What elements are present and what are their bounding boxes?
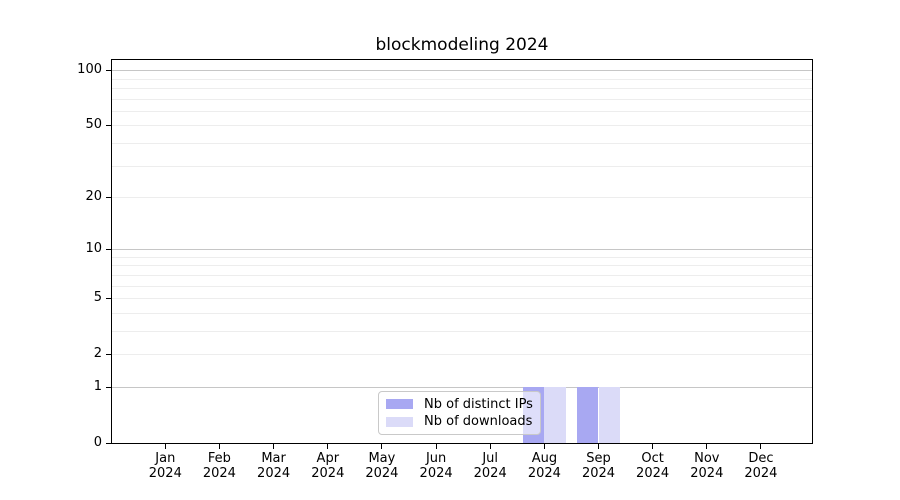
minor-gridline bbox=[112, 197, 812, 198]
bar-nb-of-downloads-aug bbox=[544, 387, 566, 443]
x-tick-mark bbox=[273, 444, 275, 449]
legend-swatch-icon bbox=[386, 399, 413, 410]
minor-gridline bbox=[112, 265, 812, 267]
minor-gridline bbox=[112, 285, 812, 287]
minor-gridline bbox=[112, 256, 812, 258]
x-tick-mark bbox=[706, 444, 708, 449]
x-tick-month: May bbox=[368, 451, 396, 466]
y-tick-mark bbox=[106, 386, 112, 388]
y-tick-mark bbox=[106, 248, 112, 250]
x-tick-month: Mar bbox=[261, 451, 286, 466]
x-tick-label: Apr 2024 bbox=[293, 451, 363, 481]
x-tick-mark bbox=[164, 444, 166, 449]
major-gridline bbox=[112, 387, 812, 388]
legend-swatch-icon bbox=[386, 416, 413, 427]
y-tick-mark bbox=[106, 297, 112, 299]
x-tick-label: Oct 2024 bbox=[618, 451, 688, 481]
x-tick-year: 2024 bbox=[744, 466, 778, 481]
x-tick-year: 2024 bbox=[690, 466, 724, 481]
x-tick-month: Sep bbox=[586, 451, 611, 466]
plot-area: Nb of distinct IPs Nb of downloads bbox=[111, 59, 813, 444]
bar-nb-of-downloads-sep bbox=[598, 387, 621, 443]
x-tick-month: Jan bbox=[155, 451, 176, 466]
minor-gridline bbox=[112, 87, 812, 89]
x-tick-year: 2024 bbox=[419, 466, 453, 481]
minor-gridline bbox=[112, 331, 812, 332]
y-tick-label: 50 bbox=[85, 117, 102, 133]
x-tick-label: Feb 2024 bbox=[184, 451, 254, 481]
minor-gridline bbox=[112, 275, 812, 276]
minor-gridline bbox=[112, 125, 812, 127]
x-tick-month: Apr bbox=[316, 451, 340, 466]
x-tick-month: Jun bbox=[425, 451, 447, 466]
x-tick-year: 2024 bbox=[257, 466, 291, 481]
x-tick-label: May 2024 bbox=[347, 451, 417, 481]
minor-gridline bbox=[112, 142, 812, 144]
y-tick-mark bbox=[106, 196, 112, 198]
x-tick-year: 2024 bbox=[527, 466, 561, 481]
x-tick-label: Mar 2024 bbox=[239, 451, 309, 481]
x-tick-month: Feb bbox=[207, 451, 231, 466]
x-tick-mark bbox=[543, 444, 545, 449]
x-tick-label: Sep 2024 bbox=[564, 451, 634, 481]
bar-layer bbox=[112, 60, 812, 443]
legend-item: Nb of distinct IPs bbox=[386, 397, 534, 412]
x-tick-year: 2024 bbox=[636, 466, 670, 481]
x-tick-month: Dec bbox=[748, 451, 774, 466]
major-gridline bbox=[112, 70, 812, 72]
x-tick-year: 2024 bbox=[365, 466, 399, 481]
x-tick-month: Jul bbox=[482, 451, 499, 466]
minor-gridline bbox=[112, 354, 812, 356]
y-tick-label: 100 bbox=[77, 62, 102, 78]
y-tick-label: 1 bbox=[93, 379, 102, 394]
y-tick-mark bbox=[106, 442, 112, 444]
x-tick-label: Nov 2024 bbox=[672, 451, 742, 481]
x-tick-month: Aug bbox=[531, 451, 558, 466]
y-tick-mark bbox=[106, 69, 112, 71]
x-tick-label: Jan 2024 bbox=[130, 451, 200, 481]
minor-gridline bbox=[112, 312, 812, 314]
minor-gridline bbox=[112, 165, 812, 167]
major-gridline bbox=[112, 249, 812, 251]
y-tick-label: 10 bbox=[85, 241, 102, 257]
legend: Nb of distinct IPs Nb of downloads bbox=[378, 391, 541, 435]
minor-gridline bbox=[112, 98, 812, 100]
y-tick-label: 0 bbox=[93, 435, 102, 450]
x-tick-year: 2024 bbox=[473, 466, 507, 481]
legend-label: Nb of downloads bbox=[424, 414, 533, 430]
legend-label: Nb of distinct IPs bbox=[424, 396, 533, 412]
y-tick-label: 2 bbox=[93, 346, 102, 362]
y-tick-label: 20 bbox=[85, 189, 102, 204]
x-tick-label: Aug 2024 bbox=[509, 451, 579, 481]
x-tick-mark bbox=[327, 444, 329, 449]
y-tick-mark bbox=[106, 124, 112, 126]
x-tick-month: Nov bbox=[694, 451, 720, 466]
grid-layer bbox=[112, 60, 812, 443]
x-tick-year: 2024 bbox=[581, 466, 616, 481]
x-tick-mark bbox=[218, 444, 220, 449]
minor-gridline bbox=[112, 110, 812, 112]
x-tick-label: Dec 2024 bbox=[726, 451, 796, 481]
x-tick-mark bbox=[435, 444, 437, 449]
y-tick-mark bbox=[106, 353, 112, 355]
x-tick-mark bbox=[381, 444, 383, 449]
x-tick-mark bbox=[760, 444, 762, 449]
x-tick-mark bbox=[652, 444, 654, 449]
x-tick-year: 2024 bbox=[202, 466, 236, 481]
x-tick-mark bbox=[598, 444, 599, 449]
bar-nb-of-distinct-ips-sep bbox=[576, 387, 599, 443]
chart-title: blockmodeling 2024 bbox=[375, 35, 549, 55]
minor-gridline bbox=[112, 298, 812, 300]
x-tick-year: 2024 bbox=[311, 466, 345, 481]
y-tick-label: 5 bbox=[93, 290, 102, 306]
legend-item: Nb of downloads bbox=[386, 414, 534, 429]
x-tick-label: Jul 2024 bbox=[455, 451, 525, 481]
x-tick-mark bbox=[489, 444, 491, 449]
x-tick-month: Oct bbox=[641, 451, 664, 466]
x-tick-year: 2024 bbox=[148, 466, 182, 481]
x-tick-label: Jun 2024 bbox=[401, 451, 471, 481]
minor-gridline bbox=[112, 78, 812, 80]
